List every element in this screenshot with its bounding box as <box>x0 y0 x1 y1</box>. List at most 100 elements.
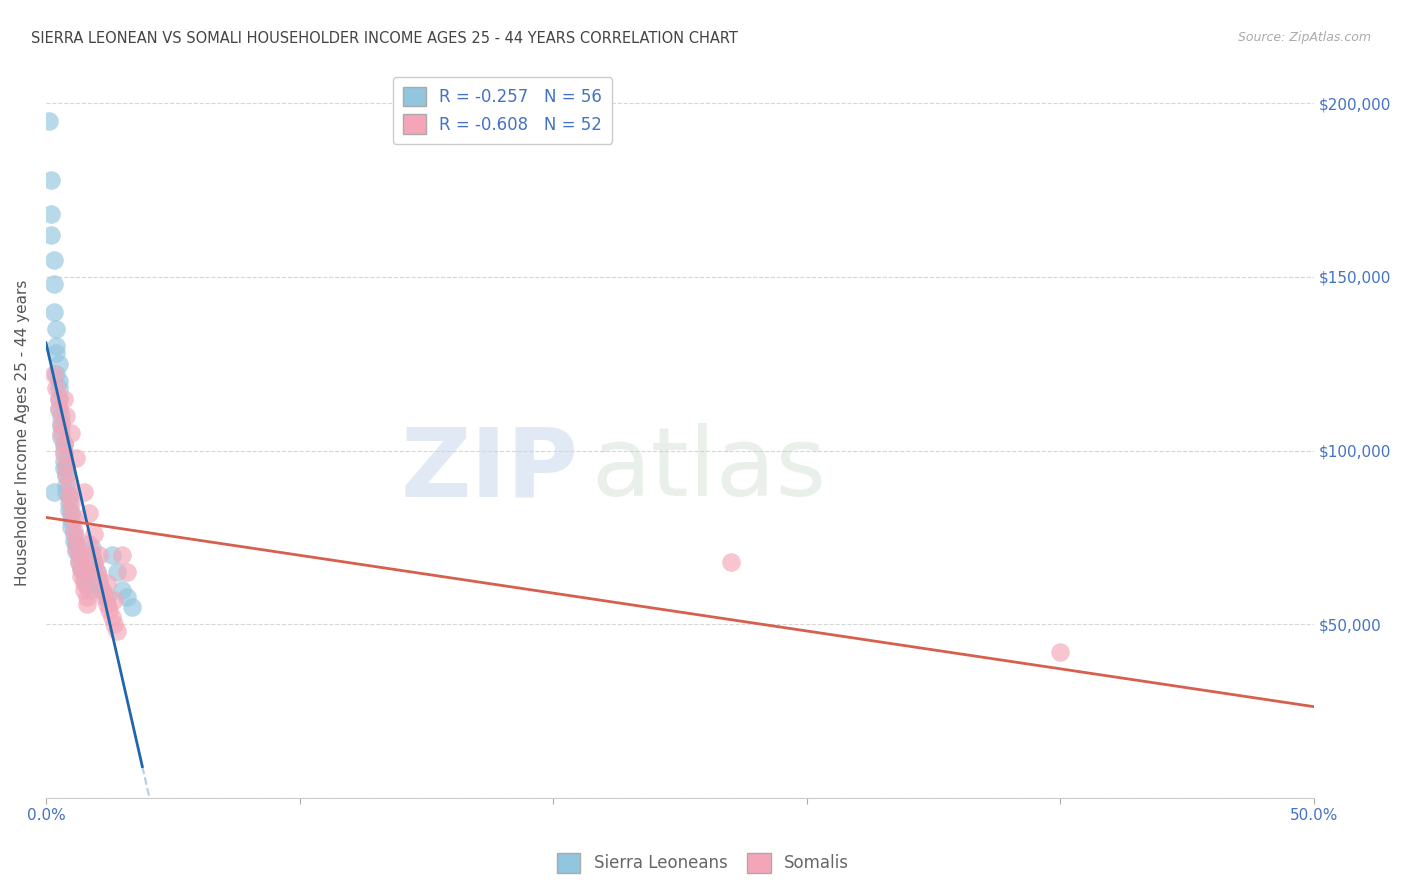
Point <box>52 436 75 450</box>
Point <box>60 506 83 520</box>
Point <box>48 392 70 406</box>
Point <box>77 582 100 597</box>
Point <box>65 544 87 558</box>
Point <box>51 416 73 430</box>
Point <box>55 467 77 482</box>
Point <box>52 447 75 461</box>
Point <box>86 566 108 580</box>
Point <box>51 419 73 434</box>
Point <box>55 467 77 482</box>
Point <box>55 409 77 423</box>
Point <box>105 566 128 580</box>
Legend: R = -0.257   N = 56, R = -0.608   N = 52: R = -0.257 N = 56, R = -0.608 N = 52 <box>392 77 612 144</box>
Point <box>45 339 67 353</box>
Point <box>96 575 118 590</box>
Point <box>76 579 98 593</box>
Point <box>51 409 73 423</box>
Point <box>55 478 77 492</box>
Point <box>76 597 98 611</box>
Point <box>76 590 98 604</box>
Point <box>42 485 65 500</box>
Point <box>73 485 96 500</box>
Point <box>52 461 75 475</box>
Point <box>52 392 75 406</box>
Point <box>51 426 73 441</box>
Point <box>65 537 87 551</box>
Point <box>65 541 87 555</box>
Point <box>58 489 80 503</box>
Point <box>65 450 87 465</box>
Point <box>80 541 103 555</box>
Point <box>65 531 87 545</box>
Point <box>98 603 121 617</box>
Point <box>48 374 70 388</box>
Point <box>67 555 90 569</box>
Point <box>115 590 138 604</box>
Point <box>52 443 75 458</box>
Point <box>42 304 65 318</box>
Point <box>103 593 125 607</box>
Point <box>67 555 90 569</box>
Point <box>63 533 86 548</box>
Point <box>52 454 75 468</box>
Point <box>70 562 93 576</box>
Point <box>55 461 77 475</box>
Point <box>96 590 118 604</box>
Point <box>48 381 70 395</box>
Point <box>48 392 70 406</box>
Text: ZIP: ZIP <box>401 424 578 516</box>
Point <box>70 562 93 576</box>
Point <box>60 496 83 510</box>
Point <box>90 582 112 597</box>
Point <box>111 582 134 597</box>
Point <box>60 513 83 527</box>
Point <box>63 527 86 541</box>
Point <box>77 537 100 551</box>
Point <box>73 566 96 580</box>
Point <box>42 252 65 267</box>
Point <box>121 599 143 614</box>
Point <box>89 548 111 562</box>
Point <box>115 566 138 580</box>
Point <box>55 485 77 500</box>
Point <box>80 548 103 562</box>
Point <box>86 566 108 580</box>
Text: SIERRA LEONEAN VS SOMALI HOUSEHOLDER INCOME AGES 25 - 44 YEARS CORRELATION CHART: SIERRA LEONEAN VS SOMALI HOUSEHOLDER INC… <box>31 31 738 46</box>
Point <box>45 368 67 382</box>
Point <box>60 506 83 520</box>
Point <box>73 582 96 597</box>
Point <box>52 436 75 450</box>
Point <box>58 496 80 510</box>
Text: atlas: atlas <box>591 424 827 516</box>
Point <box>38 113 60 128</box>
Point <box>63 524 86 538</box>
Point <box>60 426 83 441</box>
Point <box>83 558 105 573</box>
Point <box>60 520 83 534</box>
Point <box>45 346 67 360</box>
Point <box>105 624 128 639</box>
Point <box>55 458 77 472</box>
Point <box>48 401 70 416</box>
Point <box>96 597 118 611</box>
Point <box>73 572 96 586</box>
Point <box>58 502 80 516</box>
Point <box>77 506 100 520</box>
Point <box>39 207 62 221</box>
Point <box>67 548 90 562</box>
Point <box>93 590 115 604</box>
Point <box>1049 645 1071 659</box>
Point <box>103 617 125 632</box>
Point <box>48 401 70 416</box>
Point <box>720 555 742 569</box>
Point <box>89 572 111 586</box>
Point <box>67 548 90 562</box>
Point <box>48 357 70 371</box>
Point <box>45 322 67 336</box>
Point <box>89 575 111 590</box>
Point <box>58 489 80 503</box>
Point <box>101 548 124 562</box>
Point <box>111 548 134 562</box>
Point <box>70 568 93 582</box>
Point <box>58 478 80 492</box>
